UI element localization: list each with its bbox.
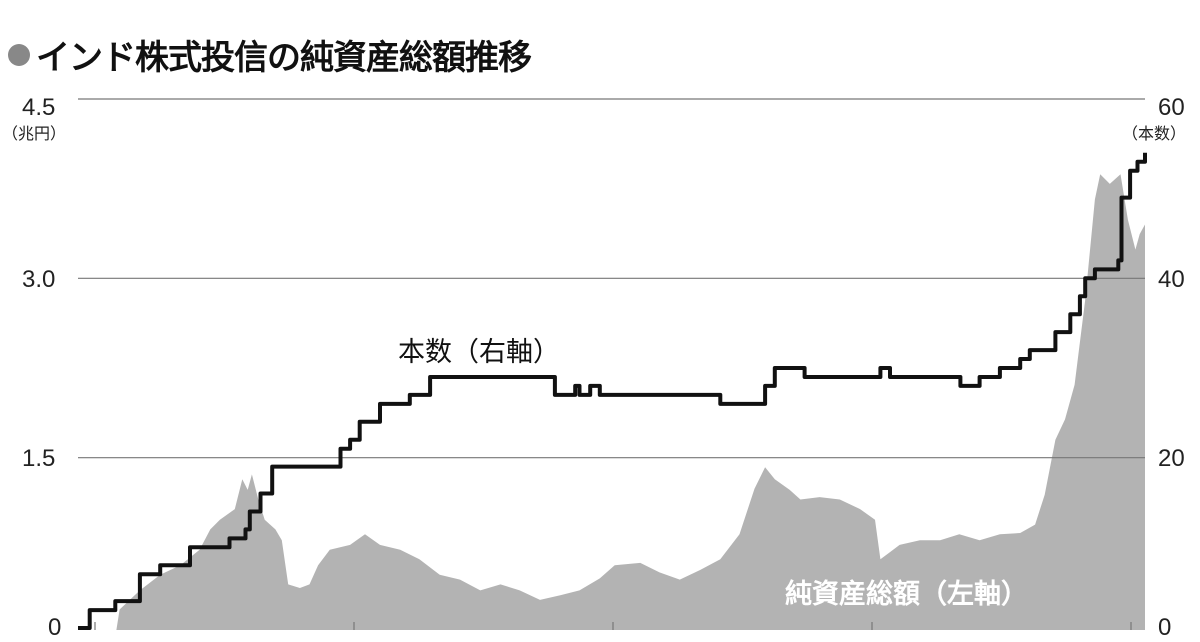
left-tick-3.0: 3.0 bbox=[22, 266, 55, 294]
right-tick-40: 40 bbox=[1158, 266, 1185, 294]
net-assets-area bbox=[115, 174, 1145, 630]
right-tick-60: 60 bbox=[1158, 94, 1185, 122]
left-tick-4.5: 4.5 bbox=[22, 94, 55, 122]
area-series-label: 純資産総額（左軸） bbox=[785, 572, 1028, 611]
left-tick-1.5: 1.5 bbox=[22, 445, 55, 473]
right-tick-0: 0 bbox=[1158, 614, 1171, 642]
right-axis-unit: （本数） bbox=[1122, 120, 1186, 144]
right-tick-20: 20 bbox=[1158, 445, 1185, 473]
left-tick-0: 0 bbox=[48, 614, 61, 642]
left-axis-unit: （兆円） bbox=[2, 120, 66, 144]
line-series-label: 本数（右軸） bbox=[398, 330, 560, 369]
